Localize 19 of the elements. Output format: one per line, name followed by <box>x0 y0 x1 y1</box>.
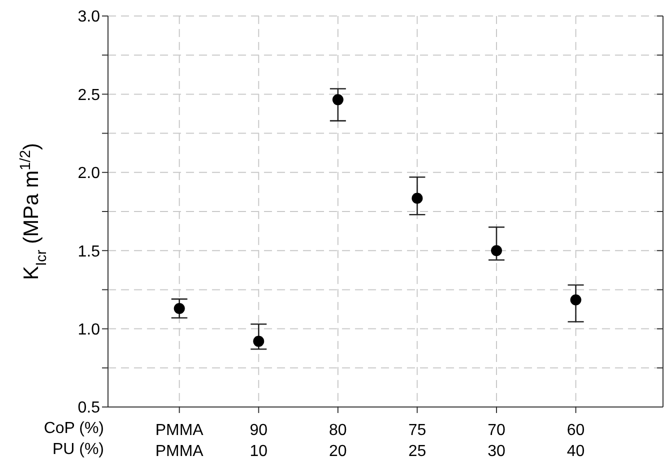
y-tick-label: 2.0 <box>78 165 100 182</box>
point <box>174 302 185 314</box>
y-tick-label: 3.0 <box>78 8 100 26</box>
y-tick-label: 2.5 <box>78 86 100 104</box>
point <box>491 245 502 256</box>
x-tick-label: 70 30 <box>488 422 506 460</box>
x-tick-label: 80 20 <box>329 422 347 460</box>
y-tick-label: 1.5 <box>78 243 100 260</box>
x-tick-label: 90 10 <box>250 422 268 460</box>
point <box>253 336 264 347</box>
x-tick-label: PMMA PMMA <box>155 422 204 460</box>
y-tick-label: 0.5 <box>78 400 100 417</box>
x-axis-title: CoP (%) PU (%) <box>44 420 104 458</box>
y-tick-label: 1.0 <box>78 321 100 338</box>
point <box>570 294 582 306</box>
point <box>332 94 344 106</box>
x-tick-label: 60 40 <box>566 422 585 460</box>
x-tick-label: 75 25 <box>408 422 426 460</box>
point <box>412 192 423 204</box>
